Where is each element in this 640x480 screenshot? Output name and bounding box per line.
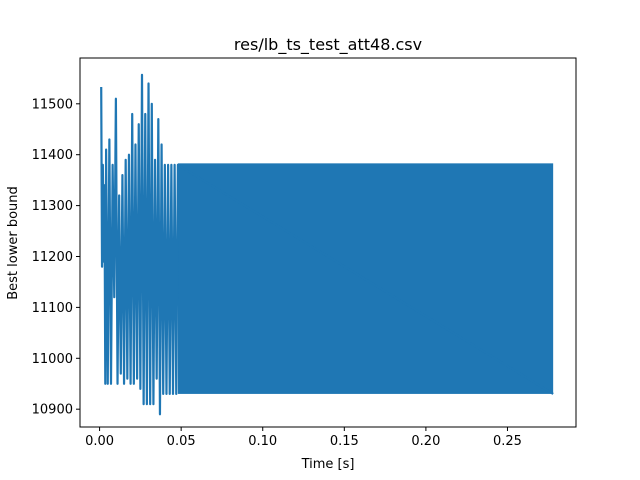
y-tick-label: 11100	[32, 301, 73, 316]
series-line	[100, 73, 554, 416]
y-tick-label: 11200	[32, 250, 73, 265]
y-axis-ticks: 10900 11000 11100 11200 11300 11400 11500	[32, 97, 80, 418]
x-tick-label: 0.10	[248, 434, 277, 449]
plot-frame	[79, 57, 577, 428]
x-axis-label: Time [s]	[301, 457, 355, 472]
x-tick-label: 0.25	[493, 434, 522, 449]
plot-layer	[100, 73, 554, 416]
y-tick-label: 11300	[32, 199, 73, 214]
x-tick-label: 0.15	[330, 434, 359, 449]
x-tick-label: 0.00	[85, 434, 114, 449]
y-tick-label: 10900	[32, 403, 73, 418]
x-axis-ticks: 0.00 0.05 0.10 0.15 0.20 0.25	[85, 427, 522, 449]
y-tick-label: 11000	[32, 352, 73, 367]
chart-title: res/lb_ts_test_att48.csv	[234, 35, 422, 55]
y-tick-label: 11400	[32, 148, 73, 163]
x-tick-label: 0.05	[167, 434, 196, 449]
x-tick-label: 0.20	[411, 434, 440, 449]
y-axis-label: Best lower bound	[6, 186, 21, 300]
y-tick-label: 11500	[32, 97, 73, 112]
